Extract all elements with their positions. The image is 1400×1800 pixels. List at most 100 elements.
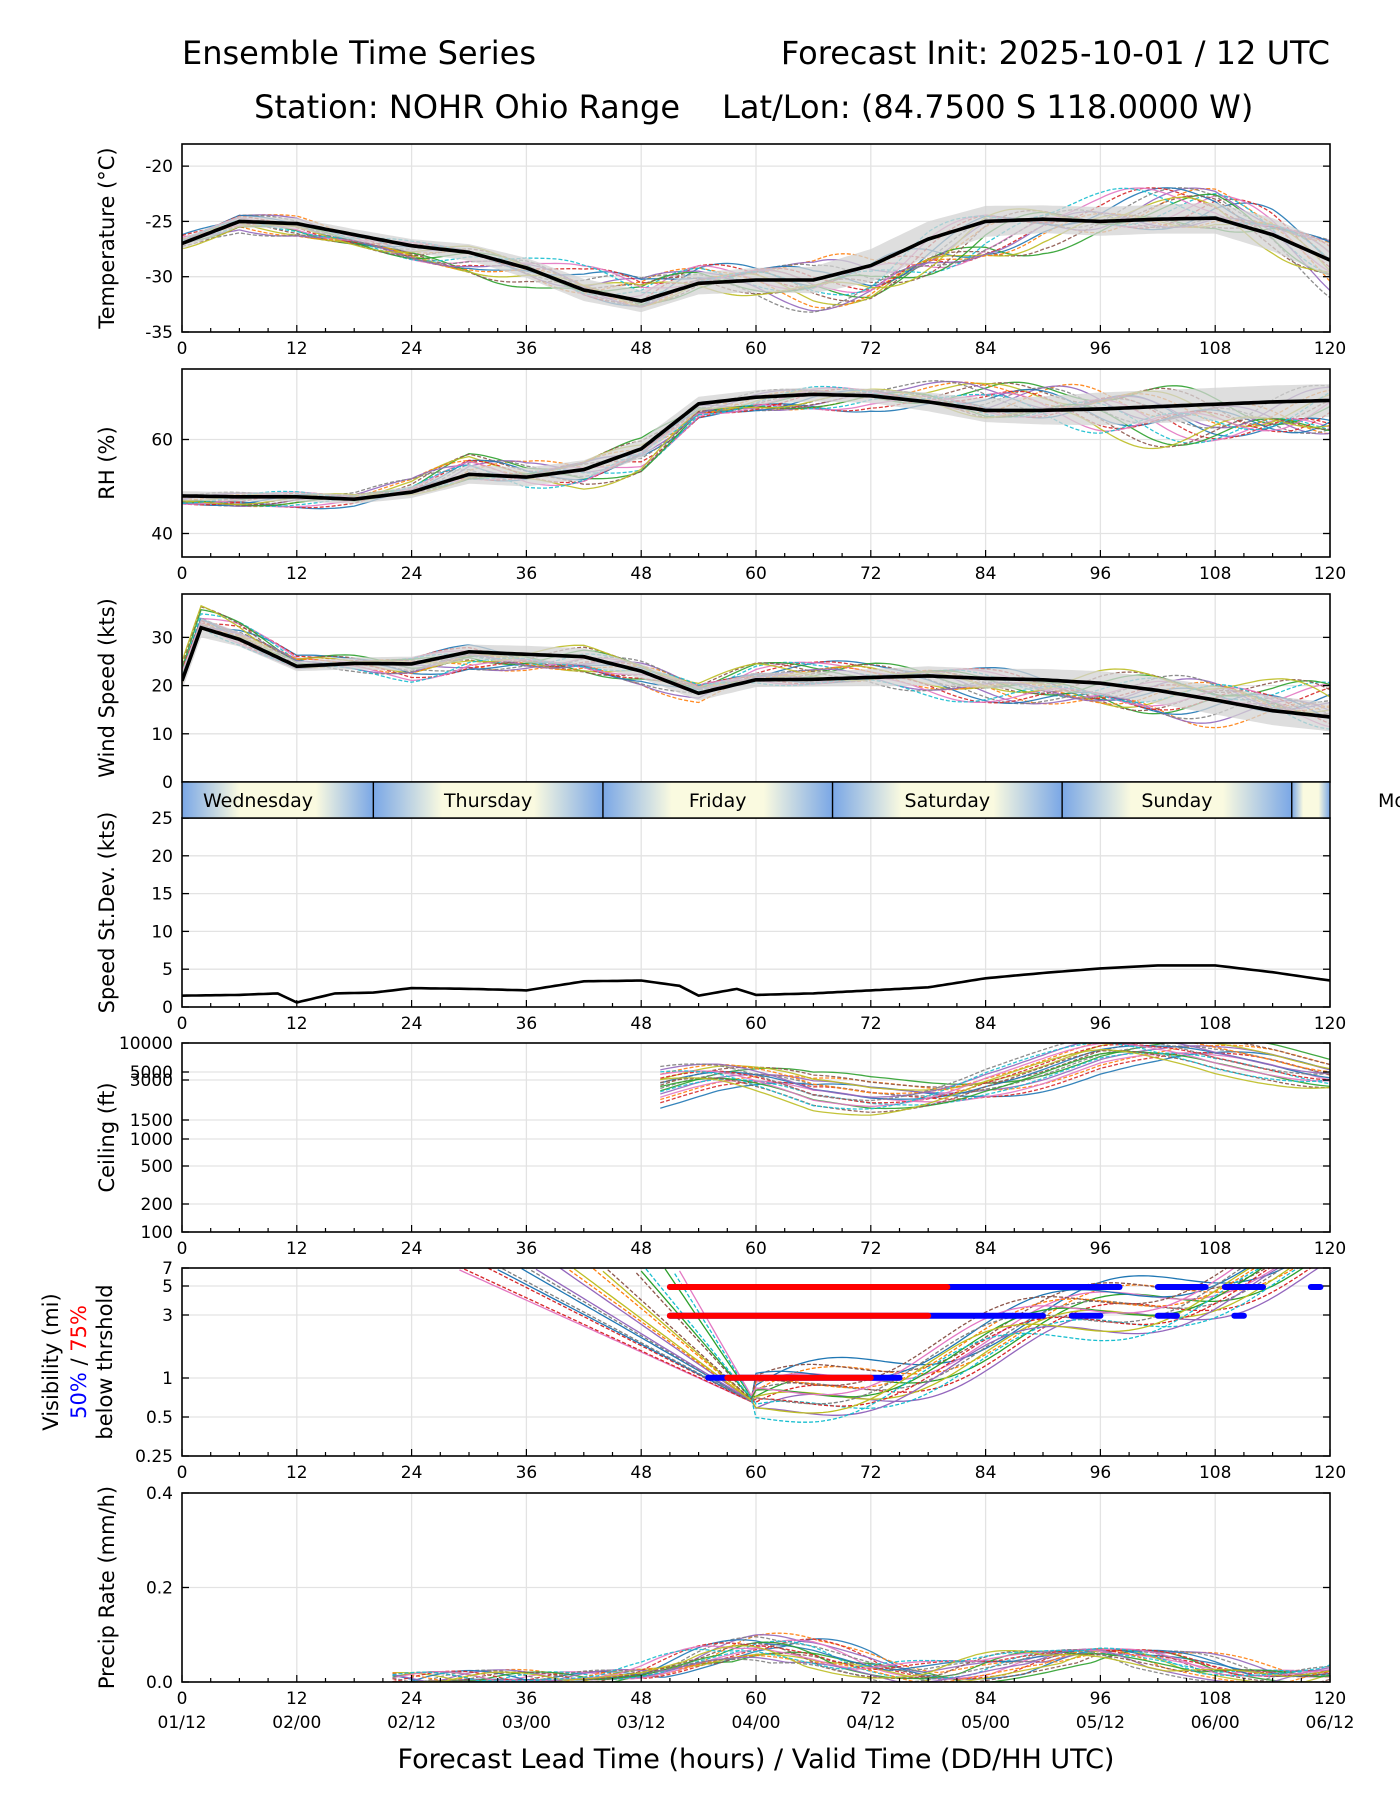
- x-tick-label: 84: [975, 1689, 997, 1709]
- y-tick-label: 0.5: [146, 1408, 173, 1428]
- x-tick-label: 12: [286, 1239, 308, 1259]
- member-line: [182, 381, 1330, 502]
- x-tick-label: 12: [286, 339, 308, 359]
- ensemble-mean-line: [182, 625, 1330, 719]
- panel-1: -35 -30 -25 -20 0 12 24 36 48 60 72 84 96 108 120 Tempe…: [95, 143, 1346, 359]
- day-strip: Wednesday Thursday Friday Saturday Sunday Mon: [181, 781, 1400, 819]
- y-tick-label: 10000: [119, 1034, 173, 1054]
- x-tick-label: 36: [516, 564, 538, 584]
- x-tick-label: 60: [745, 1014, 767, 1034]
- valid-time-label: 02/12: [387, 1713, 436, 1733]
- member-line: [660, 1043, 1330, 1110]
- valid-time-label: 01/12: [158, 1713, 207, 1733]
- x-tick-label: 48: [630, 1239, 652, 1259]
- y-tick-label: 500: [141, 1157, 173, 1177]
- member-line: [573, 1268, 1252, 1414]
- y-tick-label: 0: [162, 998, 173, 1018]
- x-tick-label: 48: [630, 1014, 652, 1034]
- x-tick-label: 48: [630, 1463, 652, 1483]
- y-tick-label: 10: [151, 922, 173, 942]
- x-tick-label: 12: [286, 1689, 308, 1709]
- y-tick-label: -25: [145, 212, 173, 232]
- x-tick-label: 36: [516, 339, 538, 359]
- valid-time-label: 06/00: [1191, 1713, 1240, 1733]
- x-tick-label: 12: [286, 1463, 308, 1483]
- y-tick-label: 0: [162, 773, 173, 793]
- y-tick-label: 60: [151, 431, 173, 451]
- x-tick-label: 72: [860, 1239, 882, 1259]
- x-tick-label: 24: [401, 339, 423, 359]
- y-tick-label: 25: [151, 809, 173, 829]
- y-axis-label: Visibility (mi): [39, 1293, 63, 1430]
- x-tick-label: 96: [1090, 339, 1112, 359]
- x-tick-label: 96: [1090, 1239, 1112, 1259]
- separator-label: /: [67, 1352, 91, 1372]
- x-tick-label: 36: [516, 1239, 538, 1259]
- member-line: [660, 1045, 1330, 1097]
- plot-area: [182, 187, 1330, 313]
- x-axis-label: Forecast Lead Time (hours) / Valid Time …: [398, 1744, 1115, 1775]
- y-tick-label: 20: [151, 847, 173, 867]
- y-tick-label: 1: [162, 1369, 173, 1389]
- station-label: Station: NOHR Ohio Range: [254, 88, 680, 126]
- y-axis-label: Ceiling (ft): [95, 1082, 119, 1192]
- latlon-label: Lat/Lon: (84.7500 S 118.0000 W): [722, 88, 1253, 126]
- y-axis-label: Temperature (°C): [95, 147, 119, 329]
- x-tick-label: 0: [177, 1463, 188, 1483]
- member-line: [497, 1268, 1249, 1403]
- member-line: [660, 1043, 1330, 1104]
- x-tick-label: 24: [401, 1689, 423, 1709]
- p75-label: 75%: [67, 1305, 91, 1352]
- y-tick-label: 30: [151, 628, 173, 648]
- y-axis-label: Speed St.Dev. (kts): [95, 812, 119, 1014]
- x-tick-label: 120: [1314, 1014, 1346, 1034]
- day-label: Mon: [1378, 790, 1400, 812]
- y-tick-label: 5000: [130, 1063, 173, 1083]
- y-tick-label: 10: [151, 725, 173, 745]
- y-tick-label: 1500: [130, 1111, 173, 1131]
- x-tick-label: 96: [1090, 564, 1112, 584]
- member-line: [660, 1043, 1330, 1095]
- day-label: Saturday: [905, 790, 991, 812]
- x-tick-label: 84: [975, 1463, 997, 1483]
- valid-time-label: 04/00: [732, 1713, 781, 1733]
- plot-area: [392, 1632, 1330, 1682]
- ensemble-mean-line: [182, 216, 1330, 303]
- y-tick-label: -30: [145, 268, 173, 288]
- x-tick-label: 60: [745, 1239, 767, 1259]
- member-line: [592, 1268, 1296, 1401]
- y-axis-label: Wind Speed (kts): [95, 598, 119, 778]
- y-tick-label: 15: [151, 885, 173, 905]
- day-band: [1291, 782, 1330, 818]
- panel-4: 0 5 10 15 20 25 0 12 24 36 48 60 72 84 96 108 120 Speed S…: [95, 809, 1346, 1034]
- x-tick-label: 72: [860, 564, 882, 584]
- member-line: [392, 1642, 1330, 1682]
- valid-time-label: 02/00: [272, 1713, 321, 1733]
- panel-7: 0.0 0.2 0.4 0 01/12 12 02/00 24 02/12 36 03/00 48 03…: [95, 1484, 1355, 1733]
- x-tick-label: 60: [745, 1689, 767, 1709]
- x-tick-label: 60: [745, 564, 767, 584]
- x-tick-label: 24: [401, 1239, 423, 1259]
- x-tick-label: 84: [975, 564, 997, 584]
- x-tick-label: 24: [401, 1463, 423, 1483]
- spread-band: [182, 618, 1330, 732]
- x-tick-label: 120: [1314, 1239, 1346, 1259]
- y-tick-label: 3000: [130, 1071, 173, 1091]
- panel-2: 40 60 0 12 24 36 48 60 72 84 96 108 120 RH (%): [95, 368, 1346, 584]
- x-tick-label: 48: [630, 339, 652, 359]
- day-strip-frame: [181, 781, 1331, 819]
- chart-title-left: Ensemble Time Series: [182, 34, 536, 72]
- member-line: [487, 1268, 1312, 1403]
- x-tick-label: 108: [1199, 339, 1231, 359]
- spread-band: [182, 202, 1330, 313]
- x-tick-label: 120: [1314, 564, 1346, 584]
- y-tick-label: 0.25: [135, 1447, 173, 1467]
- x-tick-label: 48: [630, 1689, 652, 1709]
- member-line: [392, 1639, 1330, 1682]
- y-tick-label: 40: [151, 525, 173, 545]
- x-tick-label: 24: [401, 1014, 423, 1034]
- y-tick-label: 20: [151, 677, 173, 697]
- member-line: [463, 1268, 1272, 1407]
